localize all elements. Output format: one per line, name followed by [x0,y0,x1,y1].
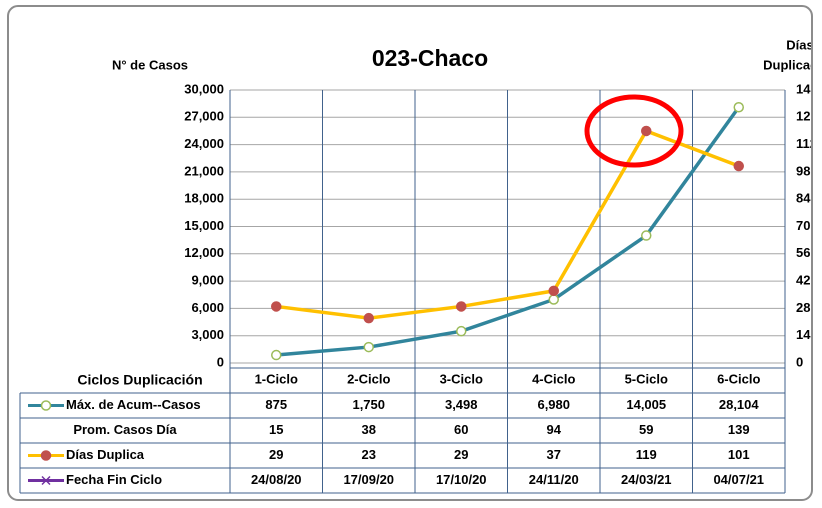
legend-label: Días Duplica [66,447,145,462]
table-cell: 119 [636,447,657,462]
table-cell: 23 [362,447,376,462]
y2-tick-label: 0 [796,354,803,369]
table-cell: 139 [728,422,750,437]
data-point [641,125,652,137]
y2-tick-label: 112 [796,136,817,151]
y-tick-label: 15,000 [184,218,224,233]
y-tick-label: 9,000 [191,273,224,288]
table-cell: 3,498 [445,397,478,412]
y2-tick-label: 70 [796,218,810,233]
y2-tick-label: 42 [796,273,810,288]
y-tick-label: 3,000 [191,327,224,342]
table-cell: 24/03/21 [621,472,672,487]
y-tick-label: 12,000 [184,245,224,260]
legend-label: Fecha Fin Ciclo [66,472,162,487]
y2-axis-label: Duplicación [763,57,822,72]
x-tick-label: 3-Ciclo [440,371,483,386]
table-cell: 875 [265,397,287,412]
data-point [548,285,559,297]
y2-tick-label: 14 [796,327,811,342]
table-cell: 24/11/20 [529,472,579,487]
y-tick-label: 18,000 [184,191,224,206]
y-tick-label: 21,000 [184,163,224,178]
table-cell: 24/08/20 [251,472,302,487]
y2-axis-label: Días [786,37,813,52]
y2-tick-label: 84 [796,191,811,206]
table-cell: 17/10/20 [436,472,487,487]
y2-tick-label: 56 [796,245,810,260]
table-cell: 14,005 [626,397,666,412]
table-cell: 6,980 [537,397,570,412]
x-tick-label: 5-Ciclo [625,371,668,386]
table-cell: 29 [454,447,468,462]
y-tick-label: 24,000 [184,136,224,151]
data-point [363,312,374,324]
table-cell: 15 [269,422,283,437]
table-cell: 28,104 [719,397,760,412]
y2-tick-label: 98 [796,163,810,178]
chart-title: 023-Chaco [372,45,488,71]
legend-label: Máx. de Acum--Casos [66,397,201,412]
table-cell: 17/09/20 [343,472,394,487]
data-point [641,230,652,241]
highlight-circle [584,94,684,168]
chart-frame [7,5,813,501]
y2-tick-label: 28 [796,300,810,315]
x-tick-label: 1-Ciclo [255,371,298,386]
table-cell: 94 [547,422,562,437]
data-point [548,294,559,305]
data-point [733,102,744,113]
table-cell: 59 [639,422,653,437]
legend-marker [40,450,52,461]
y-tick-label: 0 [217,354,224,369]
table-cell: 101 [728,447,750,462]
legend-marker [40,400,52,411]
legend-marker [41,475,51,486]
table-cell: 29 [269,447,283,462]
y-tick-label: 30,000 [184,81,224,96]
y2-tick-label: 126 [796,109,818,124]
table-cell: 60 [454,422,468,437]
table-cell: 37 [547,447,561,462]
x-tick-label: 6-Ciclo [717,371,760,386]
data-point [271,349,282,361]
series-line [276,106,741,357]
data-point [733,160,744,172]
table-cell: 04/07/21 [713,472,764,487]
data-point [456,325,467,337]
data-point [456,301,467,312]
data-point [271,301,282,312]
plot: Días Duplicación 0 3,000 6,000 9,000 12,000 15,… [19,37,822,494]
y-tick-label: 27,000 [184,109,224,124]
y2-tick-label: 140 [796,81,818,96]
data-point [363,341,374,353]
series-line [276,128,740,320]
table-cell: 1,750 [352,397,385,412]
x-tick-label: 2-Ciclo [347,371,390,386]
x-tick-label: 4-Ciclo [532,371,575,386]
y-axis-label: N° de Casos [112,57,188,72]
table-header: Ciclos Duplicación [77,372,202,388]
row-label: Prom. Casos Día [73,422,177,437]
table-cell: 38 [362,422,376,437]
y-tick-label: 6,000 [191,300,224,315]
